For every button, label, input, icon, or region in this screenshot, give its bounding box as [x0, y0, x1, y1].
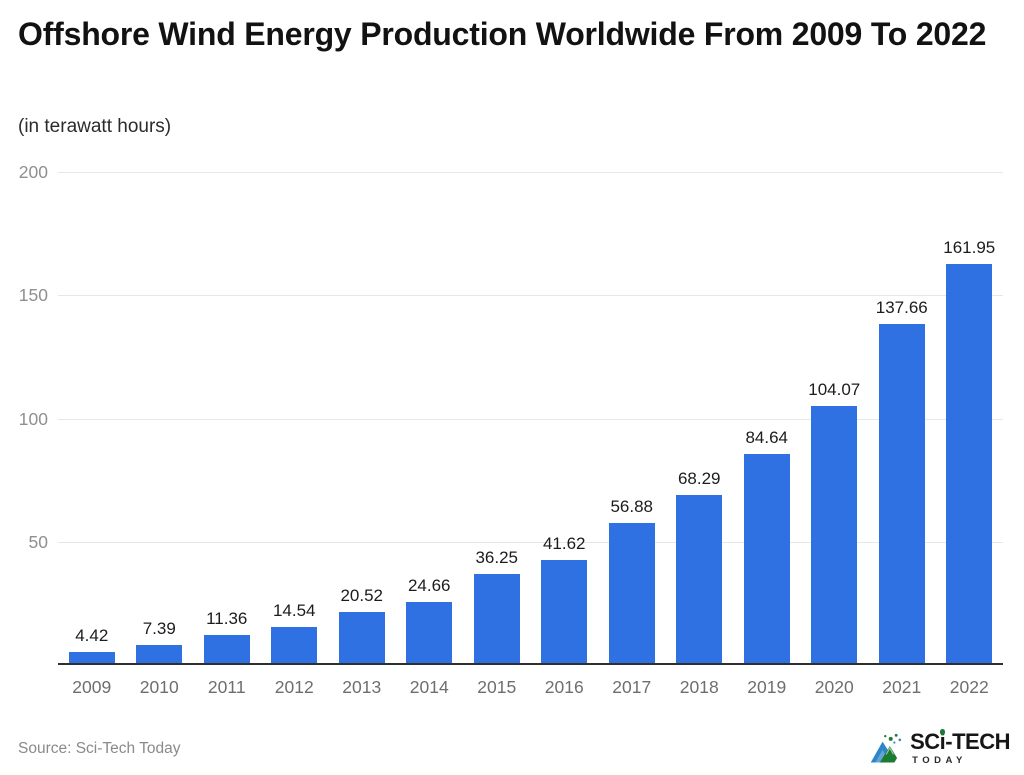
value-label-2017: 56.88 [610, 496, 654, 516]
bar-slot-2011: 11.36 [193, 172, 261, 663]
bar-slot-2010: 7.39 [126, 172, 194, 663]
bar-2012 [271, 627, 318, 663]
bar-slot-2019: 84.64 [733, 172, 801, 663]
x-tick-label-2010: 2010 [139, 677, 179, 697]
plot-area: 4.42 7.39 11.36 14.54 20.52 24.66 36.25 41.62 56… [58, 172, 1003, 665]
bar-2017 [608, 522, 655, 663]
value-label-2011: 11.36 [206, 609, 248, 628]
chart-title: Offshore Wind Energy Production Worldwid… [18, 16, 987, 52]
source-text: Source: Sci-Tech Today [18, 740, 181, 757]
value-label-2010: 7.39 [142, 618, 176, 638]
x-tick-label-2022: 2022 [949, 677, 989, 697]
bar-2016 [541, 560, 588, 663]
bar-slot-2012: 14.54 [261, 172, 329, 663]
logo-brand: SCi-TECH [910, 728, 1010, 754]
sci-tech-today-logo: SCi-TECH TODAY [868, 729, 1010, 767]
x-tick-label-2014: 2014 [409, 677, 449, 697]
value-label-2022: 161.95 [943, 237, 996, 257]
x-tick-label-2009: 2009 [72, 677, 112, 697]
bar-2011 [203, 635, 250, 663]
y-tick-label-200: 200 [18, 162, 48, 182]
bar-slot-2009: 4.42 [58, 172, 126, 663]
x-tick-label-2015: 2015 [477, 677, 517, 697]
x-tick-label-2013: 2013 [342, 677, 382, 697]
x-axis: 2009 2010 2011 2012 2013 2014 2015 2016 2017 2018… [58, 667, 1003, 698]
x-tick-label-2019: 2019 [747, 677, 787, 697]
logo-subtext: TODAY [912, 754, 967, 766]
value-label-2009: 4.42 [75, 626, 109, 646]
bar-slot-2021: 137.66 [868, 172, 936, 663]
logo-text: SCi-TECH TODAY [910, 728, 1010, 766]
bar-2015 [473, 573, 520, 663]
bar-2010 [136, 644, 183, 663]
x-tick-label-2017: 2017 [612, 677, 652, 697]
value-label-2015: 36.25 [475, 547, 519, 567]
bar-2009 [68, 652, 115, 663]
chart-subtitle: (in terawatt hours) [18, 116, 172, 137]
value-label-2018: 68.29 [677, 468, 721, 488]
y-tick-label-150: 150 [18, 285, 48, 306]
bar-2022 [946, 263, 993, 663]
value-label-2021: 137.66 [875, 297, 928, 317]
bar-2020 [811, 406, 858, 663]
bar-slot-2017: 56.88 [598, 172, 666, 663]
value-label-2014: 24.66 [407, 576, 451, 596]
value-label-2019: 84.64 [745, 428, 789, 448]
x-tick-label-2018: 2018 [679, 677, 719, 697]
value-label-2016: 41.62 [542, 534, 586, 554]
bar-slot-2020: 104.07 [801, 172, 869, 663]
logo-i-accent: i [939, 728, 946, 754]
bar-2019 [743, 454, 790, 663]
y-tick-label-100: 100 [18, 408, 48, 429]
bars-container: 4.42 7.39 11.36 14.54 20.52 24.66 36.25 41.62 56… [58, 172, 1003, 663]
gridline-50 [58, 541, 1003, 543]
bar-2018 [676, 494, 723, 663]
bar-slot-2015: 36.25 [463, 172, 531, 663]
x-tick-label-2020: 2020 [814, 677, 854, 697]
gridline-100 [58, 418, 1003, 420]
x-tick-label-2011: 2011 [207, 677, 246, 697]
gridline-200 [58, 172, 1003, 173]
x-tick-label-2016: 2016 [544, 677, 584, 697]
y-tick-label-50: 50 [28, 531, 48, 552]
bar-slot-2014: 24.66 [396, 172, 464, 663]
bar-2021 [878, 323, 925, 663]
bar-slot-2016: 41.62 [531, 172, 599, 663]
x-tick-label-2012: 2012 [274, 677, 314, 697]
bar-2014 [406, 602, 453, 663]
y-axis: 50 100 150 200 [0, 162, 48, 665]
mountain-logo-icon [870, 733, 902, 763]
bar-slot-2022: 161.95 [936, 172, 1004, 663]
value-label-2013: 20.52 [340, 586, 384, 606]
value-label-2020: 104.07 [808, 380, 861, 400]
x-tick-label-2021: 2021 [882, 677, 922, 697]
bar-slot-2018: 68.29 [666, 172, 734, 663]
gridline-150 [58, 295, 1003, 297]
bar-2013 [338, 612, 385, 663]
value-label-2012: 14.54 [272, 601, 316, 621]
bar-slot-2013: 20.52 [328, 172, 396, 663]
